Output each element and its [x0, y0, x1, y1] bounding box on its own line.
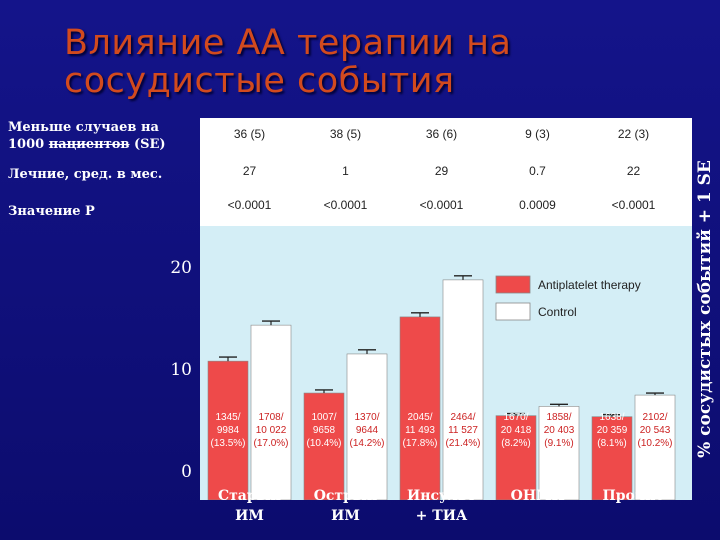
legend-swatch-control: [495, 302, 531, 321]
table-months-cell: 0.7: [529, 164, 546, 178]
x-category-label-line: + ТИА: [415, 508, 468, 524]
row-label-fewer-events-line-1: Меньше случаев на: [8, 120, 159, 135]
control-bar: [250, 324, 292, 501]
x-category-label-line: Прочие: [602, 488, 665, 504]
table-fewer-events-cell: 9 (3): [525, 127, 550, 141]
row-label-end-part: (SE): [129, 137, 166, 152]
x-category-label: Прочие: [586, 486, 682, 506]
antiplatelet-bar-label: (10.4%): [306, 438, 341, 449]
table-p-value-cell: <0.0001: [324, 198, 368, 212]
antiplatelet-bar-label: (8.1%): [597, 438, 626, 449]
table-months-cell: 1: [342, 164, 349, 178]
chart-panel: 36 (5) 27 <0.0001 38 (5) 1 <0.0001 36 (6) 29 <0.…: [200, 118, 692, 501]
x-category-label-line: Инсульт: [406, 488, 476, 504]
slide-title-line-2: сосудистые события: [64, 61, 455, 101]
antiplatelet-bar-label: 20 359: [597, 425, 628, 436]
row-label-p-value: Значение P: [8, 204, 95, 219]
antiplatelet-bar-label: (8.2%): [501, 438, 530, 449]
control-bar-label: 9644: [356, 425, 379, 436]
table-fewer-events-cell: 36 (6): [426, 127, 457, 141]
control-bar: [442, 279, 484, 501]
antiplatelet-bar-label: (17.8%): [402, 438, 437, 449]
y-tick-label-0: 0: [181, 462, 192, 482]
antiplatelet-bar-label: 9658: [313, 425, 336, 436]
row-label-fewer-events-line-2: 1000 пациентов (SE): [8, 136, 166, 153]
control-bar-label: 1370/: [354, 412, 379, 423]
x-category-label: ОНМК: [490, 486, 586, 506]
x-category-label-line: Острый: [313, 488, 378, 504]
control-bar-label: 2464/: [450, 412, 475, 423]
x-category-label-line: Старый: [217, 488, 282, 504]
control-bar-label: 20 403: [544, 425, 575, 436]
antiplatelet-bar-label: 11 493: [405, 425, 435, 436]
x-category-label: Старый ИМ: [202, 486, 298, 526]
control-bar-label: 10 022: [256, 425, 287, 436]
antiplatelet-bar-label: 1007/: [311, 412, 336, 423]
row-label-months: Лечние, сред. в мес.: [8, 167, 163, 182]
y-axis-label-text: % сосудистых событий + 1 SE: [695, 160, 715, 458]
table-months-cell: 29: [435, 164, 449, 178]
table-fewer-events-cell: 22 (3): [618, 127, 649, 141]
slide-title-line-1: Влияние АА терапии на: [64, 23, 512, 63]
antiplatelet-bar-label: 1670/: [503, 412, 528, 423]
control-bar: [346, 353, 388, 501]
legend-swatch-antiplatelet: [495, 275, 531, 294]
control-bar-label: (10.2%): [637, 438, 672, 449]
x-category-label: Инсульт + ТИА: [394, 486, 490, 526]
x-category-label-line: ОНМК: [510, 488, 565, 504]
antiplatelet-bar-label: (13.5%): [210, 438, 245, 449]
antiplatelet-bar: [399, 316, 441, 501]
control-bar-label: 11 527: [448, 425, 478, 436]
summary-table-background: [200, 118, 692, 226]
control-bar-label: 1708/: [258, 412, 283, 423]
row-label-fewer-events: Меньше случаев на 1000 пациентов (SE): [8, 119, 166, 153]
control-bar-label: (9.1%): [544, 438, 573, 449]
antiplatelet-bar: [591, 416, 633, 501]
table-fewer-events-cell: 36 (5): [234, 127, 265, 141]
control-bar-label: (21.4%): [445, 438, 480, 449]
chart-svg: 36 (5) 27 <0.0001 38 (5) 1 <0.0001 36 (6) 29 <0.…: [200, 118, 692, 501]
row-label-strike-part: пациентов: [48, 137, 130, 152]
antiplatelet-bar-label: 9984: [217, 425, 240, 436]
table-months-cell: 27: [243, 164, 257, 178]
antiplatelet-bar-label: 20 418: [501, 425, 532, 436]
x-category-label-line: ИМ: [235, 508, 264, 524]
antiplatelet-bar: [495, 415, 537, 501]
control-bar-label: (17.0%): [253, 438, 288, 449]
table-months-cell: 22: [627, 164, 641, 178]
table-p-value-cell: <0.0001: [612, 198, 656, 212]
table-p-value-cell: <0.0001: [228, 198, 272, 212]
antiplatelet-bar-label: 2045/: [407, 412, 432, 423]
control-bar: [634, 394, 676, 501]
x-category-label: Острый ИМ: [298, 486, 394, 526]
legend-label-antiplatelet: Antiplatelet therapy: [538, 278, 641, 292]
control-bar-label: 1858/: [546, 412, 571, 423]
control-bar-label: 20 543: [640, 425, 671, 436]
legend-label-control: Control: [538, 305, 577, 319]
control-bar-label: (14.2%): [349, 438, 384, 449]
y-tick-label-20: 20: [170, 258, 192, 278]
control-bar-label: 2102/: [642, 412, 667, 423]
row-label-part: 1000: [8, 137, 49, 152]
x-category-label-line: ИМ: [331, 508, 360, 524]
control-bar: [538, 406, 580, 501]
y-tick-label-10: 10: [170, 360, 192, 380]
antiplatelet-bar-label: 1345/: [215, 412, 240, 423]
table-p-value-cell: <0.0001: [420, 198, 464, 212]
slide-title: Влияние АА терапии на сосудистые события: [64, 24, 664, 100]
table-fewer-events-cell: 38 (5): [330, 127, 361, 141]
antiplatelet-bar-label: 1638/: [599, 412, 624, 423]
y-axis-label: % сосудистых событий + 1 SE: [690, 118, 720, 500]
table-p-value-cell: 0.0009: [519, 198, 556, 212]
